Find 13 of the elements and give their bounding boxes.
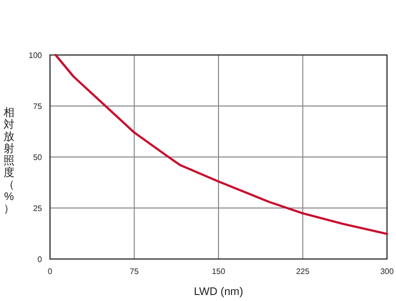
x-tick-label: 0 [48,267,53,276]
x-tick-label: 300 [380,267,394,276]
x-tick-label: 150 [212,267,226,276]
y-tick-label: 25 [33,204,43,213]
y-tick-label: 75 [33,102,43,111]
x-axis-title: LWD (nm) [194,286,244,298]
text: 相対放射照度（%） [4,107,14,215]
y-tick-label: 0 [38,255,43,264]
line-series [54,54,388,236]
x-tick-label: 75 [130,267,140,276]
y-tick-label: 100 [28,51,43,60]
x-tick-label: 225 [296,267,310,276]
y-tick-label: 50 [33,153,43,162]
